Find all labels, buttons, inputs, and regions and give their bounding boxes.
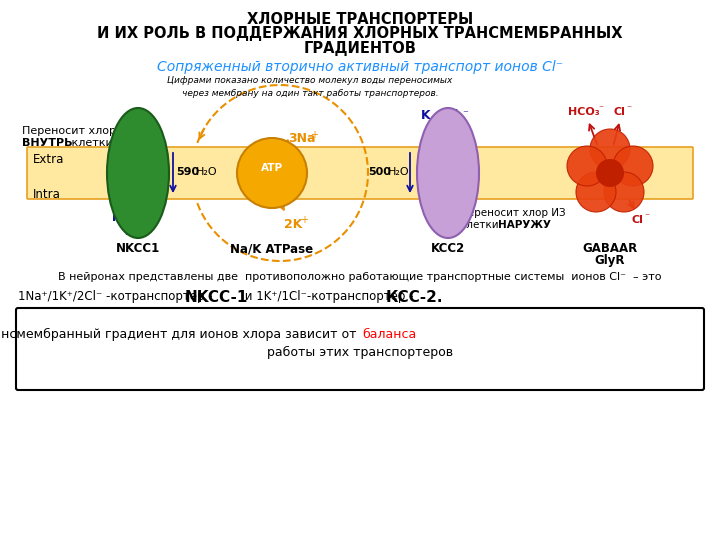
Text: клетки: клетки (68, 138, 113, 148)
Circle shape (576, 172, 616, 212)
Text: ⁻: ⁻ (598, 104, 603, 114)
Text: GABAAR: GABAAR (582, 242, 638, 255)
Text: Cl: Cl (614, 107, 626, 117)
Text: +: + (434, 109, 442, 119)
Text: ВНУТРЬ: ВНУТРЬ (22, 138, 73, 148)
Ellipse shape (109, 153, 167, 228)
Text: +: + (300, 215, 308, 225)
Text: Сопряженный вторично активный транспорт ионов Cl⁻: Сопряженный вторично активный транспорт … (157, 60, 563, 74)
Text: +: + (151, 211, 158, 220)
FancyBboxPatch shape (16, 308, 704, 390)
Circle shape (604, 172, 644, 212)
Text: 3Na: 3Na (288, 132, 315, 145)
Text: В нейронах представлены две  противоположно работающие транспортные системы  ион: В нейронах представлены две противополож… (58, 272, 662, 282)
Circle shape (590, 129, 630, 169)
Text: ⁻: ⁻ (644, 212, 649, 222)
Circle shape (613, 146, 653, 186)
Text: ⁻: ⁻ (626, 104, 631, 114)
Text: ⁻: ⁻ (462, 109, 468, 119)
Text: 590: 590 (176, 167, 199, 177)
Text: Intra: Intra (33, 188, 61, 201)
Text: ⁻: ⁻ (147, 225, 152, 235)
Text: 500: 500 (368, 167, 391, 177)
Text: Переносит хлор ИЗ: Переносит хлор ИЗ (460, 208, 565, 218)
Ellipse shape (417, 108, 479, 238)
Text: Cl: Cl (632, 215, 644, 225)
Text: Цифрами показано количество молекул воды переносимых
через мембрану на один такт: Цифрами показано количество молекул воды… (167, 76, 453, 98)
Text: K: K (112, 213, 120, 223)
Text: ХЛОРНЫЕ ТРАНСПОРТЕРЫ: ХЛОРНЫЕ ТРАНСПОРТЕРЫ (247, 12, 473, 27)
Text: +: + (310, 130, 318, 140)
Text: И ИХ РОЛЬ В ПОДДЕРЖАНИЯ ХЛОРНЫХ ТРАНСМЕМБРАННЫХ: И ИХ РОЛЬ В ПОДДЕРЖАНИЯ ХЛОРНЫХ ТРАНСМЕМ… (97, 26, 623, 41)
Text: Cl: Cl (446, 109, 459, 122)
Text: и 1K⁺/1Cl⁻-котранспортер -: и 1K⁺/1Cl⁻-котранспортер - (241, 290, 418, 303)
Text: ГРАДИЕНТОВ: ГРАДИЕНТОВ (304, 41, 416, 56)
Text: работы этих транспортеров: работы этих транспортеров (267, 346, 453, 359)
Text: Na: Na (132, 213, 148, 223)
Text: Переносит хлор: Переносит хлор (22, 126, 116, 136)
Text: H₂O: H₂O (388, 167, 410, 177)
Text: Конечный трансмембранный градиент для ионов хлора зависит от: Конечный трансмембранный градиент для ио… (0, 328, 360, 341)
Text: НАРУЖУ: НАРУЖУ (498, 220, 551, 230)
Text: 1Na⁺/1K⁺/2Cl⁻ -котранспортер -: 1Na⁺/1K⁺/2Cl⁻ -котранспортер - (18, 290, 217, 303)
Ellipse shape (107, 108, 169, 238)
Text: Extra: Extra (33, 153, 64, 166)
Text: клетки: клетки (460, 220, 502, 230)
Circle shape (596, 159, 624, 187)
Text: Na/K ATPase: Na/K ATPase (230, 242, 314, 255)
Text: NKCC-1: NKCC-1 (185, 290, 248, 305)
Circle shape (237, 138, 307, 208)
Text: NKCC1: NKCC1 (116, 242, 160, 255)
Text: HCO₃: HCO₃ (568, 107, 600, 117)
Text: +: + (124, 211, 131, 220)
Circle shape (567, 146, 607, 186)
Text: K: K (421, 109, 431, 122)
Text: КСС-2.: КСС-2. (386, 290, 444, 305)
Text: 2Cl: 2Cl (124, 227, 144, 237)
Ellipse shape (419, 123, 477, 193)
Text: GlyR: GlyR (595, 254, 625, 267)
FancyBboxPatch shape (27, 147, 693, 199)
Text: баланса: баланса (362, 328, 416, 341)
Text: H₂O: H₂O (196, 167, 217, 177)
Text: ATP: ATP (261, 163, 283, 173)
Text: KCC2: KCC2 (431, 242, 465, 255)
Text: 2K: 2K (284, 218, 302, 231)
